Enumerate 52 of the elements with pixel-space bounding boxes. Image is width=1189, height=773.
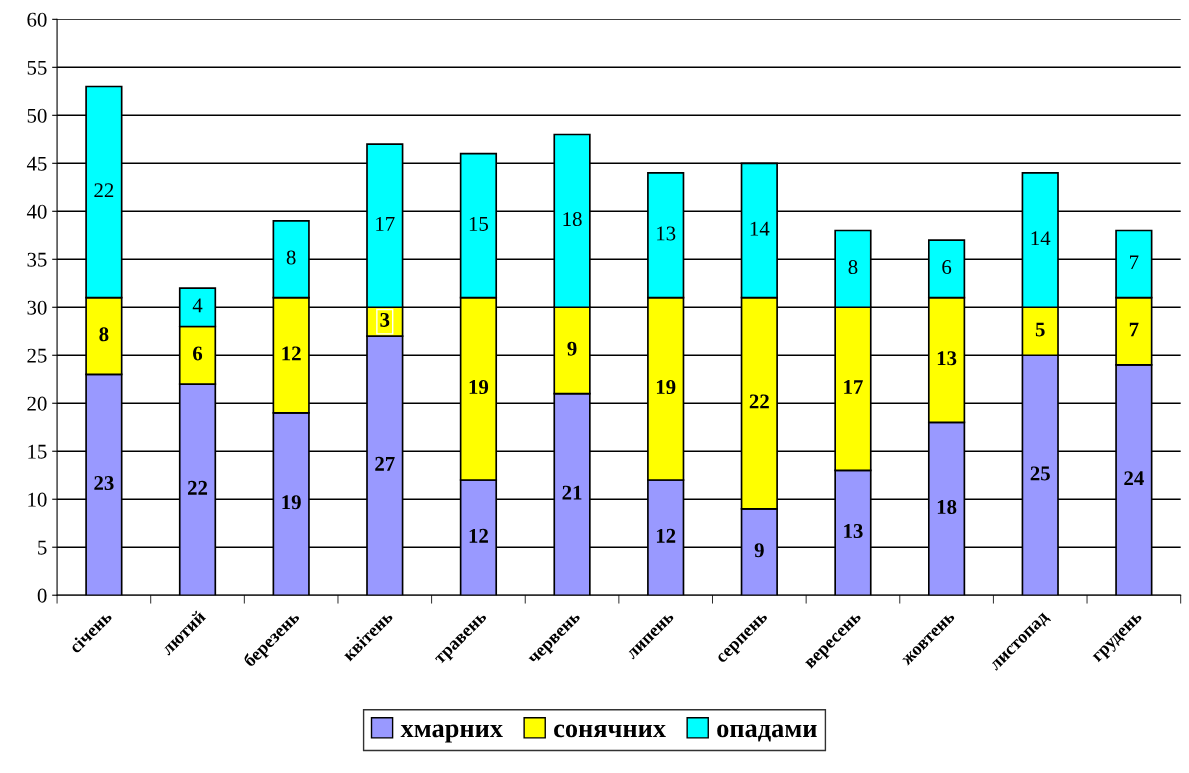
data-label: 24 bbox=[1124, 471, 1144, 486]
data-label: 8 bbox=[99, 327, 109, 342]
data-label: 14 bbox=[750, 221, 770, 236]
data-label: 15 bbox=[469, 216, 489, 231]
data-label: 14 bbox=[1031, 231, 1051, 246]
y-tick-label: 60 bbox=[27, 12, 47, 27]
legend-label: сонячних bbox=[554, 724, 666, 738]
data-label: 12 bbox=[469, 528, 488, 543]
data-label: 13 bbox=[657, 226, 676, 241]
data-label: 17 bbox=[844, 380, 863, 394]
legend-label: опадами bbox=[717, 724, 817, 742]
data-label: 23 bbox=[94, 476, 114, 491]
y-tick-label: 20 bbox=[27, 396, 47, 411]
y-tick-label: 35 bbox=[27, 252, 47, 267]
data-label: 19 bbox=[469, 380, 489, 395]
data-label: 12 bbox=[282, 346, 301, 361]
data-label: 13 bbox=[844, 524, 863, 539]
data-label: 13 bbox=[937, 351, 957, 366]
y-tick-label: 0 bbox=[37, 588, 47, 603]
data-label: 9 bbox=[754, 543, 764, 558]
data-label: 22 bbox=[94, 183, 114, 198]
data-label: 4 bbox=[192, 298, 203, 313]
data-label: 9 bbox=[567, 341, 577, 356]
data-label: 18 bbox=[937, 499, 957, 515]
y-tick-label: 5 bbox=[38, 540, 47, 555]
data-label: 19 bbox=[282, 495, 301, 510]
data-label: 17 bbox=[376, 216, 395, 231]
y-tick-label: 45 bbox=[26, 156, 47, 171]
data-label: 6 bbox=[193, 346, 203, 361]
y-tick-label: 40 bbox=[26, 204, 47, 219]
data-label: 22 bbox=[749, 394, 769, 409]
y-tick-label: 30 bbox=[27, 300, 47, 315]
data-label: 7 bbox=[1129, 322, 1139, 337]
data-label: 18 bbox=[563, 212, 582, 227]
y-tick-label: 25 bbox=[27, 348, 47, 363]
y-tick-label: 15 bbox=[28, 444, 47, 459]
data-label: 7 bbox=[1130, 255, 1139, 270]
data-label: 21 bbox=[562, 485, 582, 500]
data-label: 19 bbox=[656, 380, 676, 395]
y-tick-label: 10 bbox=[28, 492, 47, 507]
data-label: 3 bbox=[380, 312, 390, 327]
data-label: 8 bbox=[286, 250, 296, 265]
y-tick-label: 50 bbox=[27, 108, 47, 123]
data-label: 22 bbox=[187, 480, 208, 495]
legend-label: хмарних bbox=[400, 724, 503, 743]
y-tick-label: 55 bbox=[27, 60, 47, 75]
data-label: 6 bbox=[942, 260, 952, 275]
data-label: 8 bbox=[848, 260, 858, 275]
data-label: 27 bbox=[375, 456, 395, 471]
data-label: 12 bbox=[656, 528, 676, 543]
data-label: 5 bbox=[1035, 322, 1045, 337]
data-label: 25 bbox=[1030, 466, 1050, 481]
